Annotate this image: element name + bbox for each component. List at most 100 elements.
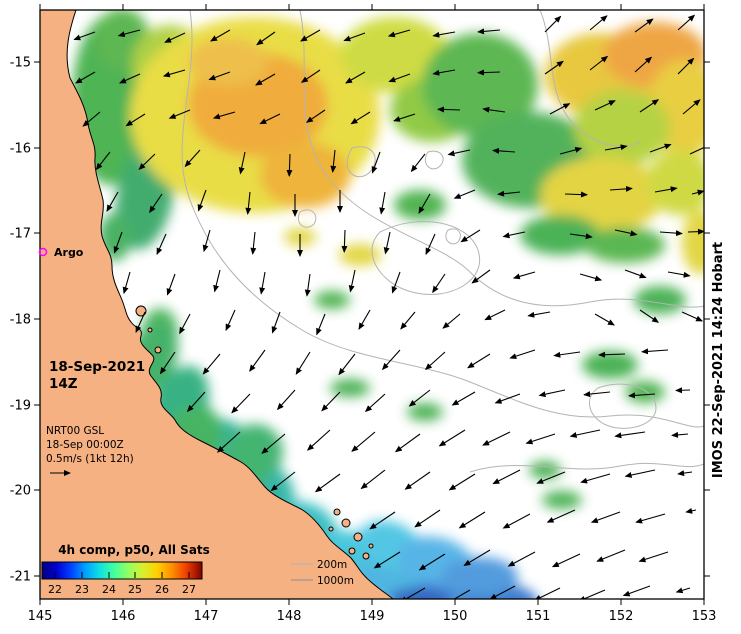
sst-patch xyxy=(314,291,350,309)
sst-patch xyxy=(542,491,582,509)
current-vector xyxy=(350,111,371,125)
sst-patch xyxy=(529,461,561,479)
current-vector xyxy=(638,551,669,563)
current-vector xyxy=(654,186,678,193)
current-vector xyxy=(122,271,131,295)
current-vector xyxy=(95,151,111,171)
current-vector xyxy=(641,348,669,355)
current-vector xyxy=(681,311,704,322)
island xyxy=(341,518,351,528)
velocity-scale-label: 0.5m/s (1kt 12h) xyxy=(46,453,134,465)
sst-patch xyxy=(520,215,600,255)
current-vector xyxy=(458,511,486,529)
current-vector xyxy=(225,309,236,332)
queensland-coast xyxy=(40,10,394,599)
current-vector xyxy=(451,391,476,406)
current-vector xyxy=(628,392,656,399)
current-vector xyxy=(388,73,411,83)
current-vector xyxy=(583,391,611,398)
current-vector xyxy=(639,99,660,113)
axis-ticks: 145 146 147 148 149 150 151 152 153 -15 -16 -17 -18 -… xyxy=(10,4,716,624)
current-vector xyxy=(527,311,551,318)
current-vector xyxy=(393,113,416,122)
current-vector xyxy=(164,32,186,43)
current-vector xyxy=(544,60,564,75)
depth-contour xyxy=(539,10,641,147)
current-vector xyxy=(351,431,376,452)
current-vector xyxy=(569,233,593,240)
current-vector xyxy=(497,190,521,197)
current-vector xyxy=(477,69,501,76)
current-vector xyxy=(245,191,252,215)
current-vector xyxy=(156,233,167,256)
sst-patch xyxy=(407,403,443,421)
current-vector xyxy=(286,153,293,177)
y-axis-tick-label: -20 xyxy=(10,484,31,499)
current-vector xyxy=(448,473,476,491)
current-vector xyxy=(113,231,123,254)
sst-patch xyxy=(340,17,450,93)
sst-patch xyxy=(394,190,446,220)
colorbar-tick-label: 24 xyxy=(102,583,116,596)
current-vector xyxy=(400,311,416,330)
island xyxy=(333,508,341,516)
current-vector xyxy=(492,147,516,154)
current-vector xyxy=(295,351,311,375)
sst-patch xyxy=(442,557,518,597)
current-vector xyxy=(418,193,431,214)
time-label: 14Z xyxy=(49,376,78,392)
sst-patch xyxy=(634,286,686,314)
sst-patch xyxy=(625,381,665,403)
colorbar: 4h comp, p50, All Sats 22 23 24 25 26 27 xyxy=(41,543,210,596)
island xyxy=(135,305,147,317)
current-vector xyxy=(186,391,206,413)
island xyxy=(154,346,162,354)
current-vector xyxy=(624,469,656,478)
current-vector xyxy=(184,149,201,168)
y-axis-tick-label: -17 xyxy=(10,227,31,242)
current-vector xyxy=(231,393,251,414)
sst-patch xyxy=(388,587,452,599)
argo-marker xyxy=(38,247,48,257)
island xyxy=(328,526,334,532)
islands-layer xyxy=(135,305,374,560)
current-vector xyxy=(460,229,481,243)
current-vector xyxy=(343,32,366,42)
current-vector xyxy=(589,15,608,31)
current-vector xyxy=(250,231,257,255)
current-vector xyxy=(341,229,348,253)
current-vector xyxy=(216,431,241,453)
current-vector xyxy=(202,353,221,375)
current-vector xyxy=(424,351,446,371)
current-vector xyxy=(73,31,96,41)
current-vector xyxy=(549,103,571,115)
current-vector xyxy=(580,473,611,484)
current-vector xyxy=(135,311,146,334)
sst-patch xyxy=(330,379,370,397)
current-vector xyxy=(408,389,431,407)
sst-patch xyxy=(188,38,268,86)
x-axis-tick-label: 149 xyxy=(360,609,385,624)
depth-contour xyxy=(445,228,461,245)
current-vector xyxy=(687,228,704,235)
sst-field xyxy=(72,10,704,599)
current-vector xyxy=(484,309,506,321)
current-vector xyxy=(667,271,691,278)
colorbar-tick-label: 22 xyxy=(48,583,62,596)
current-vector xyxy=(624,269,647,279)
current-vector xyxy=(212,111,236,120)
depth-contour xyxy=(371,221,481,295)
x-axis-tick-label: 148 xyxy=(277,609,302,624)
depth-contour xyxy=(424,150,444,170)
colorbar-tick-label: 27 xyxy=(182,583,196,596)
current-vector xyxy=(471,269,491,284)
x-axis-tick-label: 147 xyxy=(194,609,219,624)
current-vector xyxy=(414,509,441,528)
current-vector xyxy=(544,15,562,33)
current-vector xyxy=(489,585,516,599)
current-vector xyxy=(691,189,704,196)
current-vector xyxy=(596,549,626,562)
current-vector xyxy=(383,231,391,255)
island xyxy=(353,532,363,542)
current-vector xyxy=(589,55,609,71)
